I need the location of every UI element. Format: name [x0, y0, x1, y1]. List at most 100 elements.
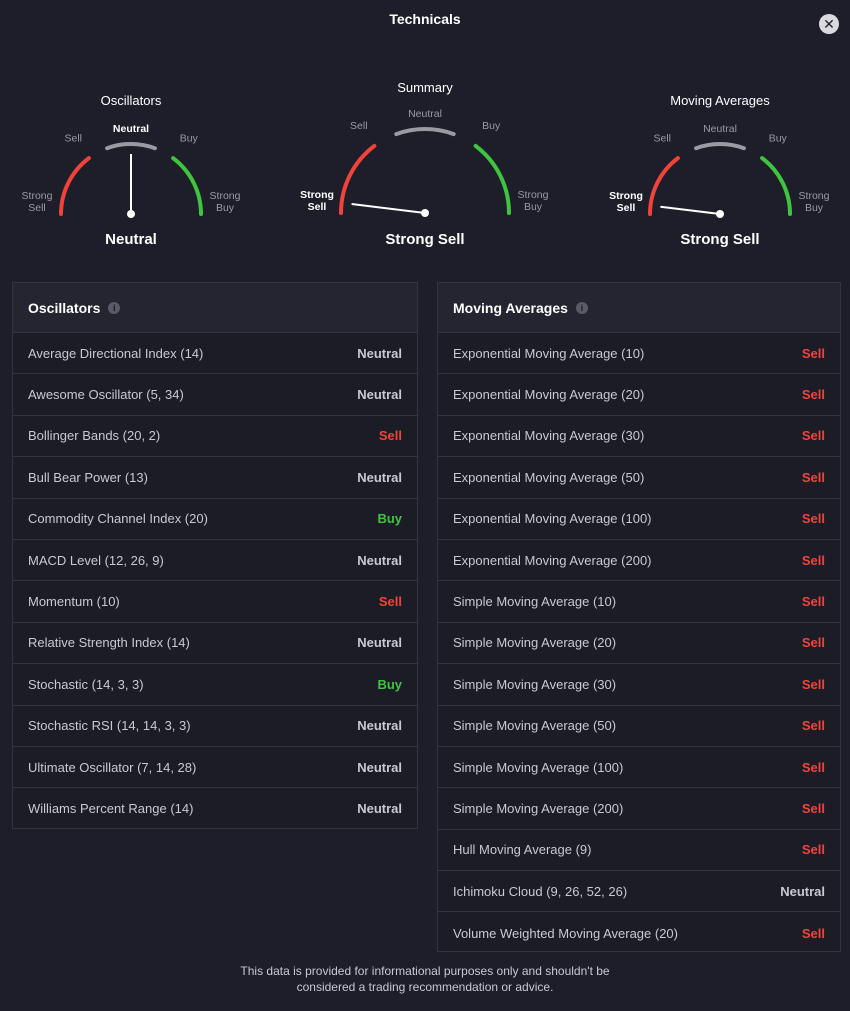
table-row: Ultimate Oscillator (7, 14, 28) Neutral — [13, 747, 417, 789]
table-row: Hull Moving Average (9) Sell — [438, 830, 840, 872]
gauge-needle — [660, 205, 721, 215]
label-neutral: Neutral — [408, 108, 442, 120]
label-strong-sell-1: Strong — [22, 190, 53, 202]
table-row: Exponential Moving Average (200) Sell — [438, 540, 840, 582]
indicator-action: Sell — [801, 759, 825, 775]
label-neutral: Neutral — [703, 123, 737, 135]
indicator-action: Sell — [801, 511, 825, 527]
indicator-name: MACD Level (12, 26, 9) — [28, 552, 164, 568]
indicator-action: Sell — [801, 428, 825, 444]
sell-arc — [59, 156, 91, 216]
indicator-name: Exponential Moving Average (30) — [453, 428, 645, 444]
indicator-name: Simple Moving Average (20) — [453, 635, 617, 651]
indicator-name: Exponential Moving Average (20) — [453, 387, 645, 403]
indicator-action: Neutral — [357, 469, 402, 485]
table-row: Momentum (10) Sell — [13, 581, 417, 623]
buy-arc — [760, 156, 792, 216]
gauge-pivot — [421, 209, 429, 217]
table-row: Exponential Moving Average (10) Sell — [438, 333, 840, 375]
gauge-result: Strong Sell — [680, 231, 759, 248]
table-row: Simple Moving Average (100) Sell — [438, 747, 840, 789]
moving-averages-panel-header: Moving Averages i — [438, 283, 840, 333]
indicator-action: Neutral — [357, 801, 402, 817]
disclaimer-line-1: This data is provided for informational … — [240, 964, 610, 978]
gauge-title: Oscillators — [101, 93, 162, 108]
table-row: Commodity Channel Index (20) Buy — [13, 499, 417, 540]
indicator-action: Sell — [801, 594, 825, 610]
indicator-name: Williams Percent Range (14) — [28, 801, 194, 817]
indicator-action: Sell — [801, 469, 825, 485]
disclaimer-line-2: considered a trading recommendation or a… — [296, 980, 554, 994]
indicator-action: Sell — [801, 387, 825, 403]
label-strong-sell-2: Sell — [308, 201, 327, 213]
gauge-needle — [351, 203, 426, 214]
table-row: Simple Moving Average (50) Sell — [438, 706, 840, 747]
table-row: Relative Strength Index (14) Neutral — [13, 623, 417, 665]
label-strong-buy-2: Buy — [216, 202, 235, 214]
table-row: Volume Weighted Moving Average (20) Sell — [438, 912, 840, 953]
moving-averages-panel: Moving Averages i Exponential Moving Ave… — [437, 282, 841, 952]
indicator-name: Hull Moving Average (9) — [453, 842, 592, 858]
label-buy: Buy — [482, 120, 501, 132]
info-icon[interactable]: i — [575, 301, 588, 314]
gauge-oscillators: OscillatorsNeutralStrongSellStrongBuySel… — [22, 93, 241, 248]
label-sell: Sell — [64, 132, 82, 144]
table-row: Ichimoku Cloud (9, 26, 52, 26) Neutral — [438, 871, 840, 913]
indicator-action: Neutral — [357, 635, 402, 651]
indicator-name: Simple Moving Average (50) — [453, 718, 617, 734]
label-strong-buy-2: Buy — [524, 201, 543, 213]
indicator-action: Sell — [801, 552, 825, 568]
label-buy: Buy — [769, 132, 788, 144]
label-buy: Buy — [180, 132, 199, 144]
sell-arc — [338, 143, 377, 215]
indicator-name: Momentum (10) — [28, 594, 120, 610]
indicator-name: Simple Moving Average (200) — [453, 800, 624, 816]
indicator-name: Exponential Moving Average (50) — [453, 469, 645, 485]
gauges-area: OscillatorsNeutralStrongSellStrongBuySel… — [22, 80, 830, 248]
indicator-action: Neutral — [357, 718, 402, 734]
table-row: Average Directional Index (14) Neutral — [13, 333, 417, 375]
table-row: Exponential Moving Average (50) Sell — [438, 457, 840, 499]
close-icon[interactable]: ✕ — [819, 14, 839, 34]
indicator-action: Sell — [801, 842, 825, 858]
indicator-action: Neutral — [357, 759, 402, 775]
table-row: Exponential Moving Average (100) Sell — [438, 499, 840, 540]
disclaimer: This data is provided for informational … — [0, 963, 850, 995]
buy-arc — [171, 156, 203, 216]
label-strong-buy-1: Strong — [210, 190, 241, 202]
label-strong-buy-1: Strong — [799, 190, 830, 202]
indicator-name: Bull Bear Power (13) — [28, 469, 148, 485]
indicator-action: Sell — [801, 925, 825, 941]
indicator-action: Neutral — [357, 552, 402, 568]
indicator-action: Neutral — [357, 387, 402, 403]
oscillators-panel-title: Oscillators — [28, 299, 101, 316]
indicator-action: Sell — [801, 635, 825, 651]
indicator-action: Sell — [801, 676, 825, 692]
label-neutral: Neutral — [113, 123, 149, 135]
label-sell: Sell — [653, 132, 671, 144]
neutral-arc — [105, 142, 157, 151]
indicator-action: Sell — [801, 800, 825, 816]
label-strong-buy-1: Strong — [518, 189, 549, 201]
gauge-title: Summary — [397, 80, 453, 95]
table-row: Bollinger Bands (20, 2) Sell — [13, 416, 417, 458]
indicator-name: Bollinger Bands (20, 2) — [28, 428, 161, 444]
table-row: Simple Moving Average (20) Sell — [438, 623, 840, 665]
table-row: Exponential Moving Average (20) Sell — [438, 374, 840, 416]
moving-averages-table: Exponential Moving Average (10) Sell Expon… — [438, 333, 840, 954]
indicator-action: Buy — [377, 676, 402, 692]
oscillators-panel: Oscillators i Average Directional Index … — [12, 282, 418, 829]
buy-arc — [473, 143, 512, 215]
table-row: Awesome Oscillator (5, 34) Neutral — [13, 374, 417, 416]
indicator-action: Sell — [378, 594, 402, 610]
label-strong-sell-1: Strong — [300, 189, 334, 201]
neutral-arc — [694, 142, 746, 151]
info-icon[interactable]: i — [108, 301, 121, 314]
table-row: Simple Moving Average (30) Sell — [438, 664, 840, 706]
table-row: Simple Moving Average (200) Sell — [438, 788, 840, 830]
label-strong-sell-1: Strong — [609, 190, 643, 202]
gauge-pivot — [127, 210, 135, 218]
neutral-arc — [394, 127, 456, 137]
page-title: Technicals — [389, 11, 461, 27]
table-row: Stochastic RSI (14, 14, 3, 3) Neutral — [13, 706, 417, 747]
